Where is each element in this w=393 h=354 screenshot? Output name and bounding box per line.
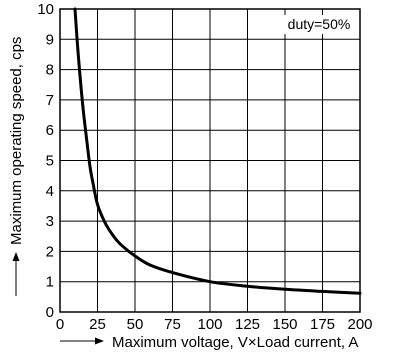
y-tick-labels: 0 1 2 3 4 5 6 7 8 9 10 (37, 1, 54, 321)
y-tick-label: 0 (46, 304, 54, 321)
x-tick-label: 200 (347, 316, 372, 333)
y-tick-label: 8 (46, 62, 54, 79)
y-tick-label: 5 (46, 153, 54, 170)
x-tick-label: 150 (272, 316, 297, 333)
x-tick-label: 50 (127, 316, 144, 333)
series-line (73, 7, 362, 295)
y-tick-label: 3 (46, 213, 54, 230)
x-tick-label: 100 (197, 316, 222, 333)
x-tick-label: 125 (235, 316, 260, 333)
x-tick-label: 25 (89, 316, 106, 333)
y-tick-label: 7 (46, 92, 54, 109)
y-tick-label: 6 (46, 122, 54, 139)
x-tick-label: 75 (164, 316, 181, 333)
y-tick-label: 9 (46, 31, 54, 48)
x-axis-arrow-head (95, 337, 104, 345)
plot-frame (59, 8, 361, 313)
x-tick-labels: 0 25 50 75 100 125 150 175 200 (56, 316, 373, 333)
y-axis-arrow-head (12, 252, 20, 261)
x-tick-label: 0 (56, 316, 64, 333)
y-tick-label: 1 (46, 274, 54, 291)
annotation-duty: duty=50% (288, 16, 351, 32)
annotation-background (281, 15, 357, 34)
grid (59, 8, 361, 313)
y-tick-label: 10 (37, 1, 54, 18)
y-tick-label: 2 (46, 243, 54, 260)
x-tick-label: 175 (310, 316, 335, 333)
y-tick-label: 4 (46, 183, 54, 200)
y-axis-label: Maximum operating speed, cps (8, 37, 25, 245)
x-axis-label: Maximum voltage, V×Load current, A (112, 334, 358, 351)
